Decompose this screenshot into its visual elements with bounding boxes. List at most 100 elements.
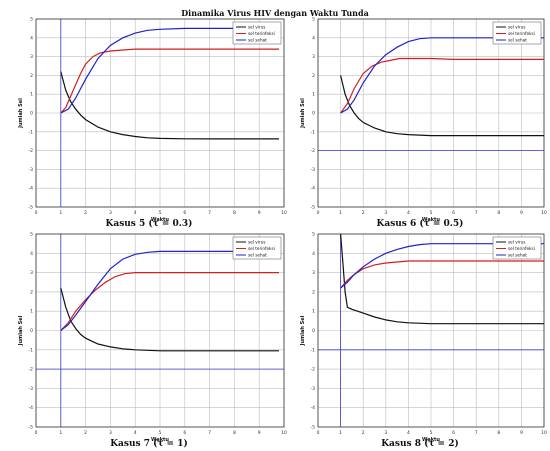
- y-axis-label: Jumlah Sel: [18, 315, 24, 346]
- x-tick-label: 1: [59, 430, 62, 436]
- plot-frame: [35, 233, 285, 428]
- series-line-sel-sehat: [60, 27, 279, 114]
- x-tick-label: 3: [384, 210, 387, 216]
- series-line-sel-sehat: [340, 37, 544, 114]
- x-tick-label: 0: [317, 430, 320, 436]
- x-tick-label: 0: [35, 430, 38, 436]
- chart-panel-kasus-5: 0 1 2 3 4 5 6 7 8 9 10 -5 -4 -3 -2 -1 0 1 2 3 4 5 Waktu Jumlah …: [8, 15, 290, 231]
- legend-entry: sel virus: [248, 240, 265, 245]
- y-tick-label: 3: [30, 54, 33, 60]
- y-tick-label: -4: [29, 186, 34, 192]
- x-axis-label: Waktu: [151, 437, 169, 443]
- series-line-sel-sehat: [60, 250, 279, 331]
- x-tick-label: 9: [258, 430, 261, 436]
- y-tick-label: -4: [29, 405, 34, 411]
- y-tick-label: -1: [311, 129, 316, 135]
- y-tick-label: 4: [30, 251, 33, 257]
- x-tick-label: 8: [233, 430, 236, 436]
- y-tick-label: 5: [312, 232, 315, 238]
- x-tick-label: 5: [430, 210, 433, 216]
- y-axis-label: Jumlah Sel: [18, 98, 24, 129]
- y-tick-label: 1: [312, 92, 315, 98]
- x-axis-label: Waktu: [151, 217, 169, 223]
- x-tick-label: 9: [520, 430, 523, 436]
- y-tick-label: 4: [312, 251, 315, 257]
- legend-entry: sel terinfeksi: [248, 246, 275, 251]
- y-tick-label: 3: [312, 54, 315, 60]
- y-tick-label: 1: [30, 309, 33, 315]
- legend-entry: sel terinfeksi: [248, 31, 275, 36]
- x-tick-label: 7: [475, 210, 478, 216]
- y-tick-label: -5: [311, 425, 316, 431]
- chart-caption: Kasus 5 (τ = 0.3): [105, 219, 193, 229]
- series-line-sel-terinfeksi: [340, 57, 544, 114]
- x-axis-label: Waktu: [422, 217, 440, 223]
- y-tick-label: -1: [29, 347, 34, 353]
- y-tick-label: 0: [312, 111, 315, 117]
- legend-entry: sel sehat: [508, 253, 527, 258]
- y-tick-label: -3: [311, 167, 316, 173]
- x-tick-label: 6: [183, 210, 186, 216]
- x-tick-label: 4: [407, 430, 410, 436]
- x-tick-label: 9: [258, 210, 261, 216]
- plot-frame: [35, 18, 285, 208]
- x-tick-label: 7: [475, 430, 478, 436]
- y-axis-label: Jumlah Sel: [300, 315, 306, 346]
- y-tick-label: -5: [311, 205, 316, 211]
- x-tick-label: 2: [84, 430, 87, 436]
- series-line-sel-terinfeksi: [60, 272, 279, 331]
- plot-frame: [317, 18, 545, 208]
- y-tick-label: -5: [29, 425, 34, 431]
- y-tick-label: 2: [30, 73, 33, 79]
- x-tick-label: 9: [520, 210, 523, 216]
- x-tick-label: 4: [407, 210, 410, 216]
- x-tick-label: 2: [84, 210, 87, 216]
- y-tick-label: 5: [30, 17, 33, 23]
- chart-caption: Kasus 8 (τ = 2): [381, 439, 459, 449]
- series-line-sel-virus: [60, 287, 279, 352]
- x-tick-label: 3: [109, 430, 112, 436]
- y-tick-label: 2: [30, 289, 33, 295]
- y-tick-label: 0: [30, 111, 33, 117]
- y-tick-label: 4: [312, 35, 315, 41]
- legend-entry: sel sehat: [248, 253, 267, 258]
- x-tick-label: 10: [541, 430, 547, 436]
- x-tick-label: 10: [281, 210, 287, 216]
- y-tick-label: -1: [311, 347, 316, 353]
- y-tick-label: 5: [312, 17, 315, 23]
- series-line-sel-virus: [60, 71, 279, 140]
- x-tick-label: 5: [159, 210, 162, 216]
- y-axis-label: Jumlah Sel: [300, 98, 306, 129]
- legend-entry: sel terinfeksi: [508, 31, 535, 36]
- x-tick-label: 5: [430, 430, 433, 436]
- x-tick-label: 6: [183, 430, 186, 436]
- chart-panel-kasus-6: 0 1 2 3 4 5 6 7 8 9 10 -5 -4 -3 -2 -1 0 1 2 3 4 5 Waktu Jumlah …: [290, 15, 550, 231]
- y-tick-label: -2: [311, 367, 316, 373]
- legend-entry: sel virus: [248, 25, 265, 30]
- chart-panel-kasus-7: 0 1 2 3 4 5 6 7 8 9 10 -5 -4 -3 -2 -1 0 1 2 3 4 5 Waktu Jumlah …: [8, 230, 290, 451]
- y-tick-label: 5: [30, 232, 33, 238]
- x-tick-label: 5: [159, 430, 162, 436]
- y-tick-label: 1: [30, 92, 33, 98]
- chart-caption: Kasus 6 (τ = 0.5): [376, 219, 464, 229]
- chart-panel-kasus-8: 0 1 2 3 4 5 6 7 8 9 10 -5 -4 -3 -2 -1 0 1 2 3 4 5 Waktu Jumlah …: [290, 230, 550, 451]
- x-tick-label: 6: [452, 430, 455, 436]
- y-tick-label: 4: [30, 35, 33, 41]
- y-tick-label: 1: [312, 309, 315, 315]
- y-tick-label: -3: [29, 386, 34, 392]
- x-tick-label: 4: [134, 430, 137, 436]
- plot-frame: [317, 233, 545, 428]
- series-line-sel-terinfeksi: [60, 48, 279, 114]
- y-tick-label: 2: [312, 289, 315, 295]
- y-tick-label: -5: [29, 205, 34, 211]
- x-tick-label: 2: [362, 210, 365, 216]
- y-tick-label: -2: [29, 148, 34, 154]
- y-tick-label: -3: [29, 167, 34, 173]
- x-tick-label: 6: [452, 210, 455, 216]
- legend-entry: sel sehat: [248, 38, 267, 43]
- x-tick-label: 4: [134, 210, 137, 216]
- y-tick-label: -3: [311, 386, 316, 392]
- x-tick-label: 3: [109, 210, 112, 216]
- x-tick-label: 8: [497, 430, 500, 436]
- legend-entry: sel virus: [508, 25, 525, 30]
